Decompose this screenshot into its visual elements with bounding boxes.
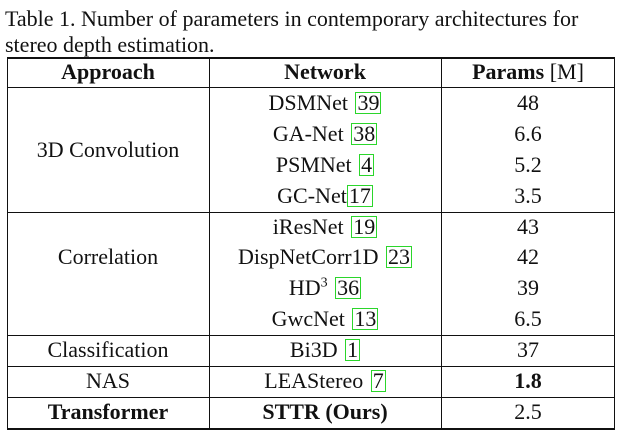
top-rule (7, 57, 615, 59)
citation-link[interactable]: 7 (370, 368, 386, 393)
params-value: 43 (517, 214, 539, 239)
approach-transformer: Transformer (47, 399, 169, 424)
network-name: LEAStereo (264, 368, 364, 393)
approach-correlation: Correlation (57, 244, 159, 269)
group-rule-1 (7, 212, 615, 213)
network-name: GC-Net (277, 183, 347, 208)
col-divider-1 (209, 57, 210, 430)
header-params-label: Params (472, 59, 545, 84)
network-name: iResNet (272, 214, 344, 239)
network-name-ours: STTR (Ours) (262, 399, 388, 424)
approach-3d-convolution: 3D Convolution (36, 137, 180, 162)
network-cell: DSMNet 39 (210, 90, 440, 116)
network-cell: GA-Net 38 (210, 121, 440, 147)
bottom-rule (7, 428, 615, 430)
network-cell: PSMNet 4 (210, 152, 440, 178)
network-name: Bi3D (289, 337, 338, 362)
approach-nas: NAS (85, 368, 130, 393)
group-rule-4 (7, 397, 615, 398)
network-cell: iResNet 19 (210, 214, 440, 240)
params-value: 6.6 (514, 121, 542, 146)
network-cell: DispNetCorr1D 23 (210, 244, 440, 270)
col-divider-2 (441, 57, 442, 430)
right-border (614, 57, 615, 430)
network-name: GA-Net (272, 121, 344, 146)
params-value: 5.2 (514, 152, 542, 177)
network-cell: GC-Net17 (210, 183, 440, 209)
approach-classification: Classification (47, 337, 169, 362)
citation-link[interactable]: 4 (359, 152, 375, 177)
network-cell: HD3 36 (210, 275, 440, 301)
network-name: DSMNet (268, 90, 348, 115)
citation-link[interactable]: 19 (351, 214, 378, 239)
header-approach: Approach (61, 59, 155, 84)
header-rule (7, 87, 615, 88)
network-name: PSMNet (275, 152, 352, 177)
params-value-best: 1.8 (514, 368, 542, 393)
left-border (7, 57, 8, 430)
header-params-unit: [M] (549, 59, 584, 84)
caption-line-2: stereo depth estimation. (5, 32, 215, 57)
citation-link[interactable]: 1 (345, 337, 361, 362)
params-value: 48 (517, 90, 539, 115)
group-rule-2 (7, 335, 615, 336)
params-value: 42 (517, 244, 539, 269)
network-name: GwcNet (271, 306, 345, 331)
network-cell: Bi3D 1 (210, 337, 440, 363)
header-network: Network (284, 59, 366, 84)
header-params: Params [M] (442, 59, 614, 85)
params-value: 37 (517, 337, 539, 362)
network-name: HD (288, 275, 321, 300)
params-value: 6.5 (514, 306, 542, 331)
citation-link[interactable]: 36 (335, 275, 362, 300)
citation-link[interactable]: 23 (386, 244, 413, 269)
citation-link[interactable]: 17 (346, 183, 373, 208)
network-superscript: 3 (320, 275, 328, 291)
network-cell: GwcNet 13 (210, 306, 440, 332)
citation-link[interactable]: 13 (352, 306, 379, 331)
caption-line-1: Table 1. Number of parameters in contemp… (5, 6, 579, 31)
citation-link[interactable]: 38 (351, 121, 378, 146)
params-value: 3.5 (514, 183, 542, 208)
group-rule-3 (7, 366, 615, 367)
table-caption: Table 1. Number of parameters in contemp… (5, 6, 617, 58)
params-value: 39 (517, 275, 539, 300)
citation-link[interactable]: 39 (355, 90, 382, 115)
network-cell: LEAStereo 7 (210, 368, 440, 394)
network-name: DispNetCorr1D (237, 244, 379, 269)
params-value: 2.5 (514, 399, 542, 424)
